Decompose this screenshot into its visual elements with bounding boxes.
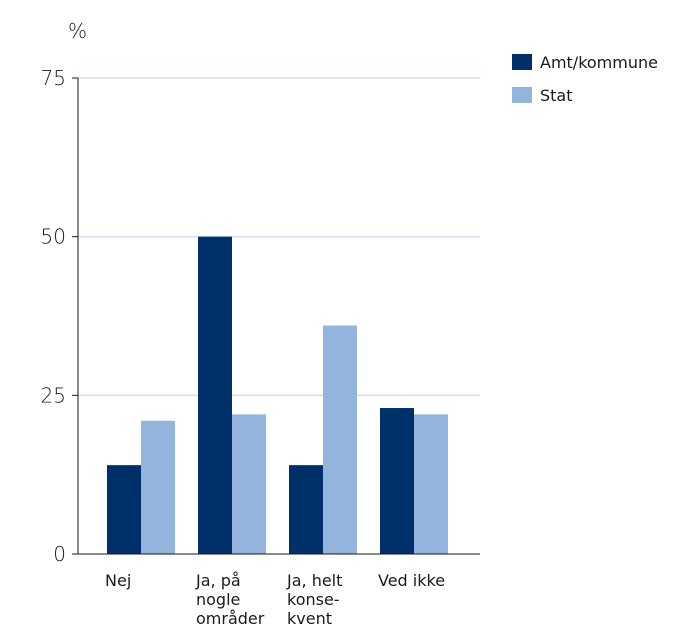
category-label: Nej (105, 571, 131, 590)
y-tick-label: 75 (41, 66, 66, 90)
y-tick-label: 50 (41, 225, 66, 249)
category-label: Ja, på (195, 571, 241, 590)
gridlines (78, 77, 480, 397)
bar-amt-kommune-1 (198, 236, 232, 554)
bar-amt-kommune-3 (380, 408, 414, 554)
legend: Amt/kommune Stat (512, 53, 658, 105)
legend-swatch (512, 54, 532, 70)
bar-amt-kommune-0 (107, 465, 141, 554)
bars (107, 236, 448, 554)
category-label: områder (196, 609, 265, 628)
category-label: kvent (287, 609, 332, 628)
axes (77, 78, 480, 555)
y-tick-labels: 0 25 50 75 (41, 66, 78, 566)
bar-stat-1 (232, 414, 266, 554)
bar-stat-3 (414, 414, 448, 554)
category-label: nogle (196, 590, 240, 609)
y-tick-label: 0 (53, 542, 66, 566)
category-label: konse- (287, 590, 340, 609)
legend-label: Stat (540, 86, 573, 105)
bar-amt-kommune-2 (289, 465, 323, 554)
legend-label: Amt/kommune (540, 53, 658, 72)
bar-stat-2 (323, 325, 357, 554)
category-label: Ved ikke (378, 571, 445, 590)
bar-stat-0 (141, 420, 175, 554)
y-unit-label: % (68, 19, 87, 43)
legend-swatch (512, 87, 532, 103)
category-label: Ja, helt (286, 571, 342, 590)
y-tick-label: 25 (41, 383, 66, 407)
